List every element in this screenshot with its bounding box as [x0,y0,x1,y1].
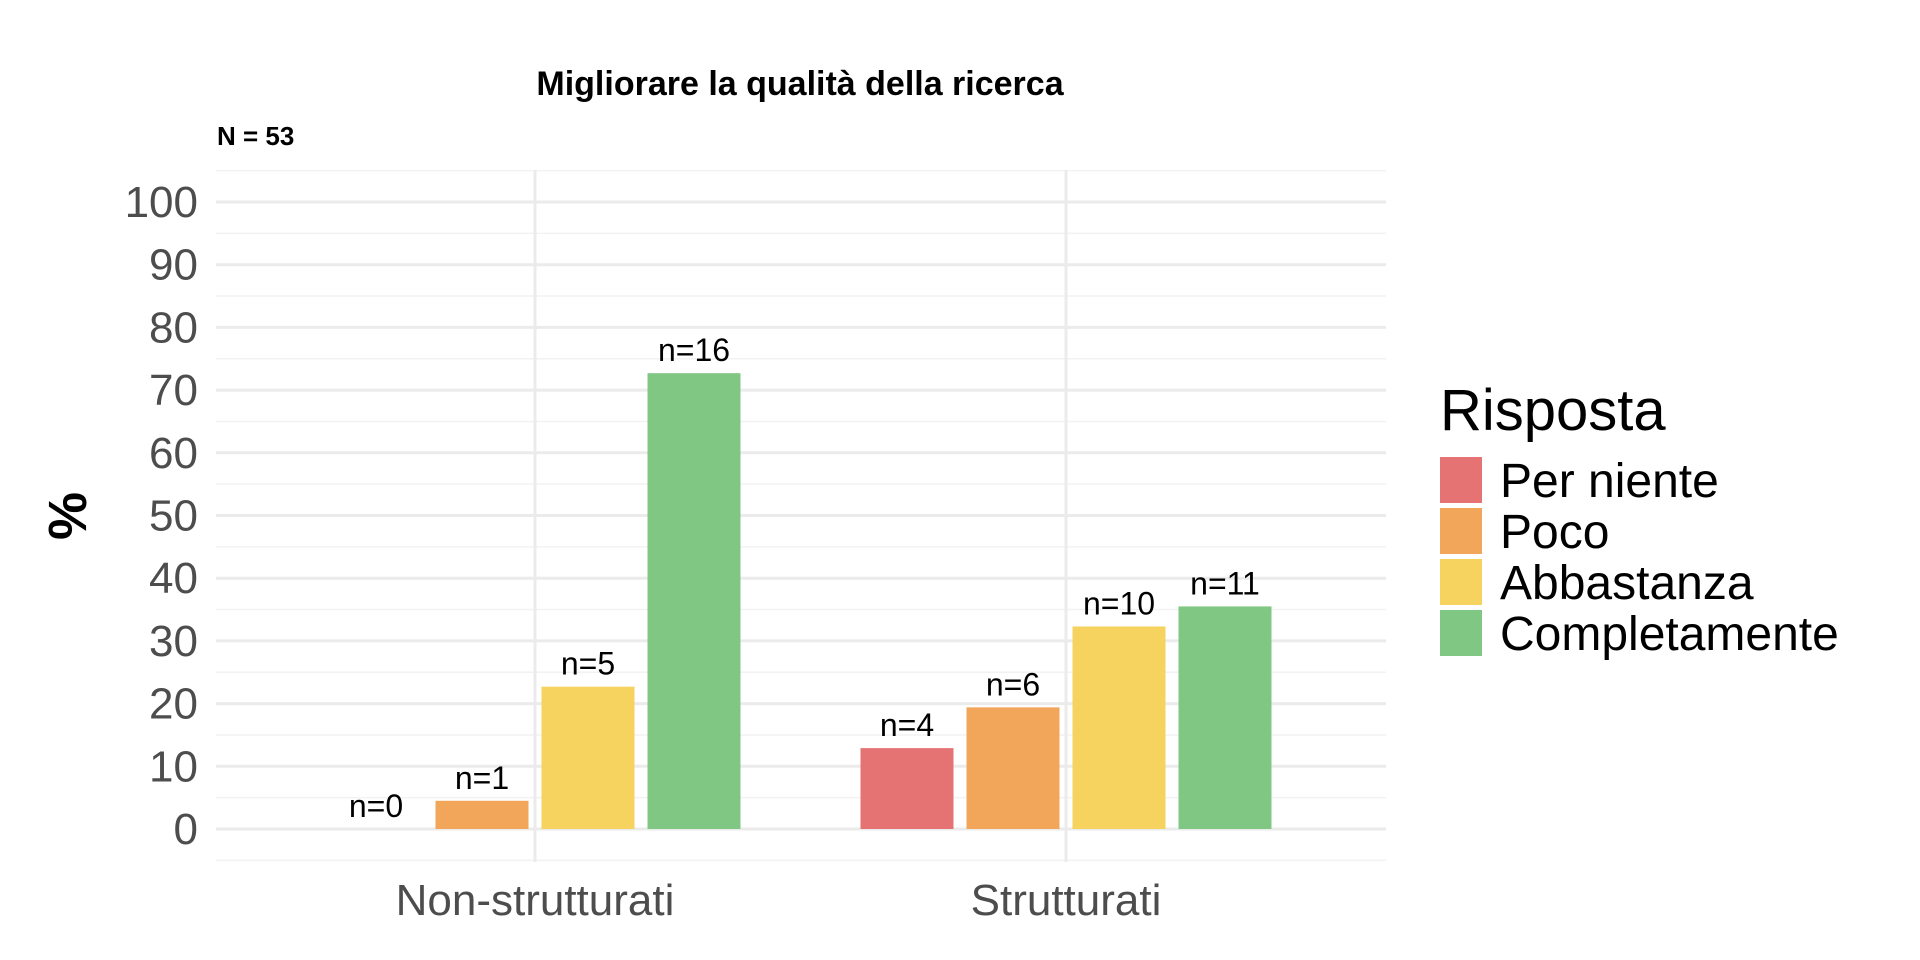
legend-swatch [1440,508,1482,554]
bar [647,373,741,829]
x-tick-label: Strutturati [971,876,1162,925]
legend-title: Risposta [1440,378,1666,443]
data-label: n=0 [349,788,403,824]
bar [966,707,1060,829]
bar [541,686,635,829]
x-tick-label: Non-strutturati [396,876,675,925]
y-tick-label: 30 [149,617,198,666]
legend-item-label: Completamente [1500,608,1839,661]
y-tick-label: 100 [125,178,198,227]
y-axis: 0 10 20 30 40 50 60 70 80 90 100 [125,178,198,854]
chart-title: Migliorare la qualità della ricerca [536,65,1064,103]
data-label: n=1 [455,760,509,796]
y-tick-label: 60 [149,429,198,478]
y-tick-label: 10 [149,742,198,791]
bar [435,800,529,829]
data-label: n=6 [986,666,1040,702]
y-tick-label: 20 [149,680,198,729]
data-label: n=16 [658,332,730,368]
data-label: n=4 [880,707,934,743]
y-axis-label: % [38,492,98,540]
y-tick-label: 40 [149,554,198,603]
legend-item-label: Abbastanza [1500,557,1754,610]
x-axis: Non-strutturati Strutturati [396,876,1162,925]
data-label: n=10 [1083,585,1155,621]
y-tick-label: 90 [149,241,198,290]
data-label: n=5 [561,646,615,682]
bar [1072,626,1166,829]
y-tick-label: 80 [149,303,198,352]
y-tick-label: 70 [149,366,198,415]
legend-swatch [1440,610,1482,656]
legend-item-label: Poco [1500,506,1609,559]
data-label: n=11 [1190,565,1260,601]
bars: n=0 n=1 n=5 n=16 n=4 n=6 n=10 n=11 [349,332,1272,829]
bar [1178,606,1272,829]
y-tick-label: 0 [174,805,198,854]
bar [860,748,954,829]
legend-item-label: Per niente [1500,455,1719,508]
y-tick-label: 50 [149,492,198,541]
legend-swatch [1440,457,1482,503]
chart-subtitle: N = 53 [217,121,294,151]
legend-swatch [1440,559,1482,605]
legend: Risposta Per nientePocoAbbastanzaComplet… [1440,378,1839,661]
